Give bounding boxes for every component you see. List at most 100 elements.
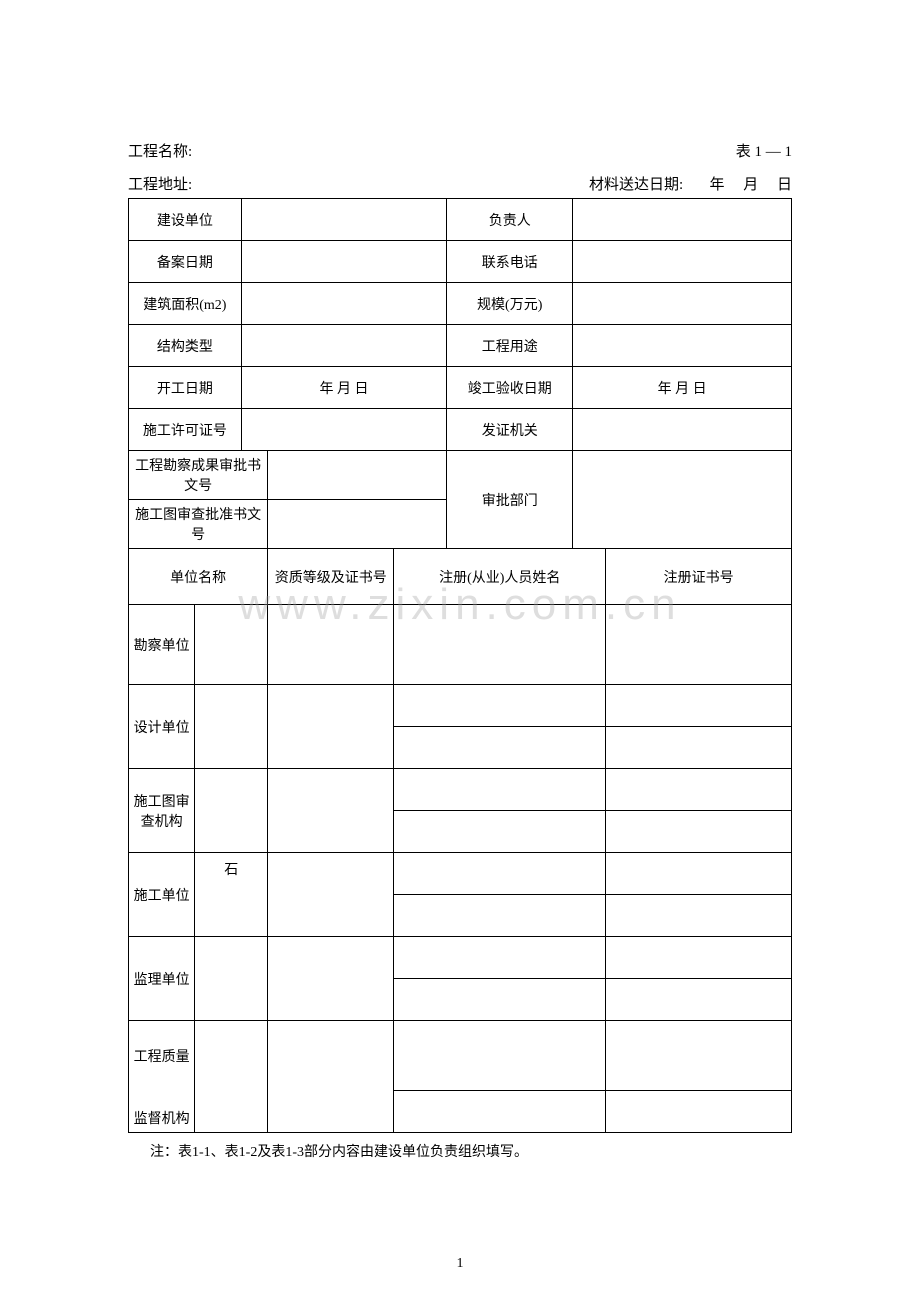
value-cell <box>394 979 606 1021</box>
value-cell <box>268 500 447 549</box>
value-cell <box>241 199 447 241</box>
table-row: 施工许可证号 发证机关 <box>129 409 792 451</box>
page-number: 1 <box>0 1256 920 1272</box>
value-cell <box>195 1021 268 1133</box>
delivery-date-text: 材料送达日期: <box>589 177 683 193</box>
table-row: 建设单位 负责人 <box>129 199 792 241</box>
label-cell: 施工许可证号 <box>129 409 242 451</box>
value-cell <box>606 769 792 811</box>
table-row: 备案日期 联系电话 <box>129 241 792 283</box>
value-cell <box>268 769 394 853</box>
label-cell: 工程勘察成果审批书文号 <box>129 451 268 500</box>
value-cell <box>394 811 606 853</box>
header-cell: 单位名称 <box>129 549 268 605</box>
value-cell <box>268 451 447 500</box>
value-cell <box>606 727 792 769</box>
delivery-date-label: 材料送达日期: 年 月 日 <box>589 173 792 194</box>
value-cell <box>241 409 447 451</box>
value-cell <box>394 937 606 979</box>
value-cell <box>394 1021 606 1091</box>
value-cell <box>606 937 792 979</box>
table-id-label: 表 1 — 1 <box>736 140 792 161</box>
value-cell <box>606 811 792 853</box>
value-cell <box>195 685 268 769</box>
value-cell: 年 月 日 <box>573 367 792 409</box>
unit-label: 勘察单位 <box>129 605 195 685</box>
value-cell <box>606 1021 792 1091</box>
value-cell <box>606 1091 792 1133</box>
unit-label: 施工单位 <box>129 853 195 937</box>
table-row: 开工日期 年 月 日 竣工验收日期 年 月 日 <box>129 367 792 409</box>
value-cell <box>394 853 606 895</box>
value-cell <box>606 979 792 1021</box>
table-row: 建筑面积(m2) 规模(万元) <box>129 283 792 325</box>
label-cell: 施工图审查批准书文号 <box>129 500 268 549</box>
project-address-label: 工程地址: <box>128 173 192 194</box>
header-row-2: 工程地址: 材料送达日期: 年 月 日 <box>128 173 792 194</box>
label-cell: 审批部门 <box>447 451 573 549</box>
value-cell <box>268 1021 394 1133</box>
value-cell <box>573 409 792 451</box>
value-cell <box>606 853 792 895</box>
value-cell <box>573 241 792 283</box>
value-cell <box>241 241 447 283</box>
value-cell: 石 <box>195 853 268 937</box>
unit-label: 设计单位 <box>129 685 195 769</box>
project-name-label: 工程名称: <box>128 140 192 161</box>
header-cell: 注册证书号 <box>606 549 792 605</box>
table-row: 工程质量 <box>129 1021 792 1091</box>
value-cell <box>394 895 606 937</box>
header-cell: 资质等级及证书号 <box>268 549 394 605</box>
footnote-text: 注：表1-1、表1-2及表1-3部分内容由建设单位负责组织填写。 <box>128 1141 792 1161</box>
label-cell: 工程用途 <box>447 325 573 367</box>
label-cell: 负责人 <box>447 199 573 241</box>
table-row: 结构类型 工程用途 <box>129 325 792 367</box>
label-cell: 开工日期 <box>129 367 242 409</box>
value-cell: 年 月 日 <box>241 367 447 409</box>
value-cell <box>195 605 268 685</box>
value-cell <box>394 1091 606 1133</box>
value-cell <box>394 685 606 727</box>
header-row-1: 工程名称: 表 1 — 1 <box>128 140 792 161</box>
value-cell <box>241 283 447 325</box>
header-cell: 注册(从业)人员姓名 <box>394 549 606 605</box>
label-cell: 规模(万元) <box>447 283 573 325</box>
table-row: 工程勘察成果审批书文号 审批部门 <box>129 451 792 500</box>
value-cell <box>573 451 792 549</box>
label-cell: 竣工验收日期 <box>447 367 573 409</box>
value-cell <box>606 685 792 727</box>
unit-label: 工程质量 <box>129 1021 195 1091</box>
unit-label: 监理单位 <box>129 937 195 1021</box>
table-row: 设计单位 <box>129 685 792 727</box>
value-cell <box>195 769 268 853</box>
value-cell <box>573 325 792 367</box>
value-cell <box>573 199 792 241</box>
label-cell: 建设单位 <box>129 199 242 241</box>
value-cell <box>394 769 606 811</box>
value-cell <box>268 605 394 685</box>
table-row: 单位名称 资质等级及证书号 注册(从业)人员姓名 注册证书号 <box>129 549 792 605</box>
month-label: 月 <box>743 177 758 193</box>
value-cell <box>394 605 606 685</box>
value-cell <box>268 937 394 1021</box>
label-cell: 联系电话 <box>447 241 573 283</box>
value-cell <box>241 325 447 367</box>
label-cell: 结构类型 <box>129 325 242 367</box>
unit-label: 监督机构 <box>129 1091 195 1133</box>
year-label: 年 <box>709 177 724 193</box>
value-cell <box>268 685 394 769</box>
table-row: 施工图审查机构 <box>129 769 792 811</box>
table-row: 施工单位 石 <box>129 853 792 895</box>
value-cell <box>573 283 792 325</box>
table-row: 勘察单位 <box>129 605 792 685</box>
value-cell <box>606 895 792 937</box>
value-cell <box>268 853 394 937</box>
label-cell: 备案日期 <box>129 241 242 283</box>
value-cell <box>195 937 268 1021</box>
label-cell: 建筑面积(m2) <box>129 283 242 325</box>
value-cell <box>606 605 792 685</box>
value-cell <box>394 727 606 769</box>
form-table: 建设单位 负责人 备案日期 联系电话 建筑面积(m2) 规模(万元) 结构类型 … <box>128 198 792 1133</box>
day-label: 日 <box>777 177 792 193</box>
label-cell: 发证机关 <box>447 409 573 451</box>
